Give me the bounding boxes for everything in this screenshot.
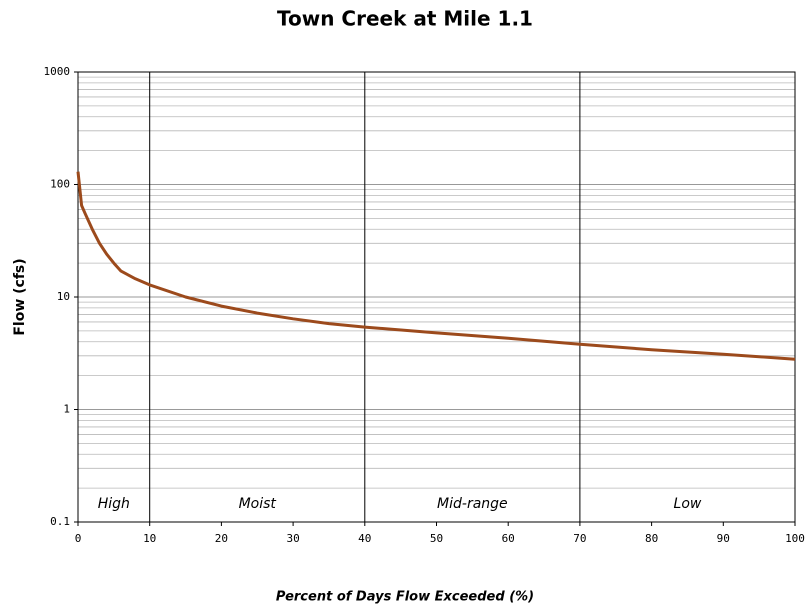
x-tick-label: 100 [785,532,805,545]
flow-line [76,171,796,361]
zone-label: Moist [239,496,277,512]
x-tick-label: 0 [75,532,82,545]
x-tick-label: 70 [573,532,586,545]
x-tick-label: 90 [717,532,730,545]
y-tick-label: 1000 [44,65,71,78]
x-axis-label: Percent of Days Flow Exceeded (%) [276,590,534,605]
x-tick-label: 20 [215,532,228,545]
plot-frame [77,71,796,523]
chart-title: Town Creek at Mile 1.1 [277,7,533,31]
x-tick-label: 80 [645,532,658,545]
x-tick-label: 60 [502,532,515,545]
x-tick-label: 10 [143,532,156,545]
zone-label: Mid-range [437,496,508,512]
x-tick-label: 30 [286,532,299,545]
y-tick-label: 100 [50,178,70,191]
y-tick-label: 1 [63,403,70,416]
zone-label: High [98,496,130,512]
y-tick-label: 10 [57,290,70,303]
x-tick-label: 40 [358,532,371,545]
x-tick-label: 50 [430,532,443,545]
zone-label: Low [674,496,702,512]
y-tick-label: 0.1 [50,515,70,528]
y-axis-label: Flow (cfs) [12,258,28,335]
